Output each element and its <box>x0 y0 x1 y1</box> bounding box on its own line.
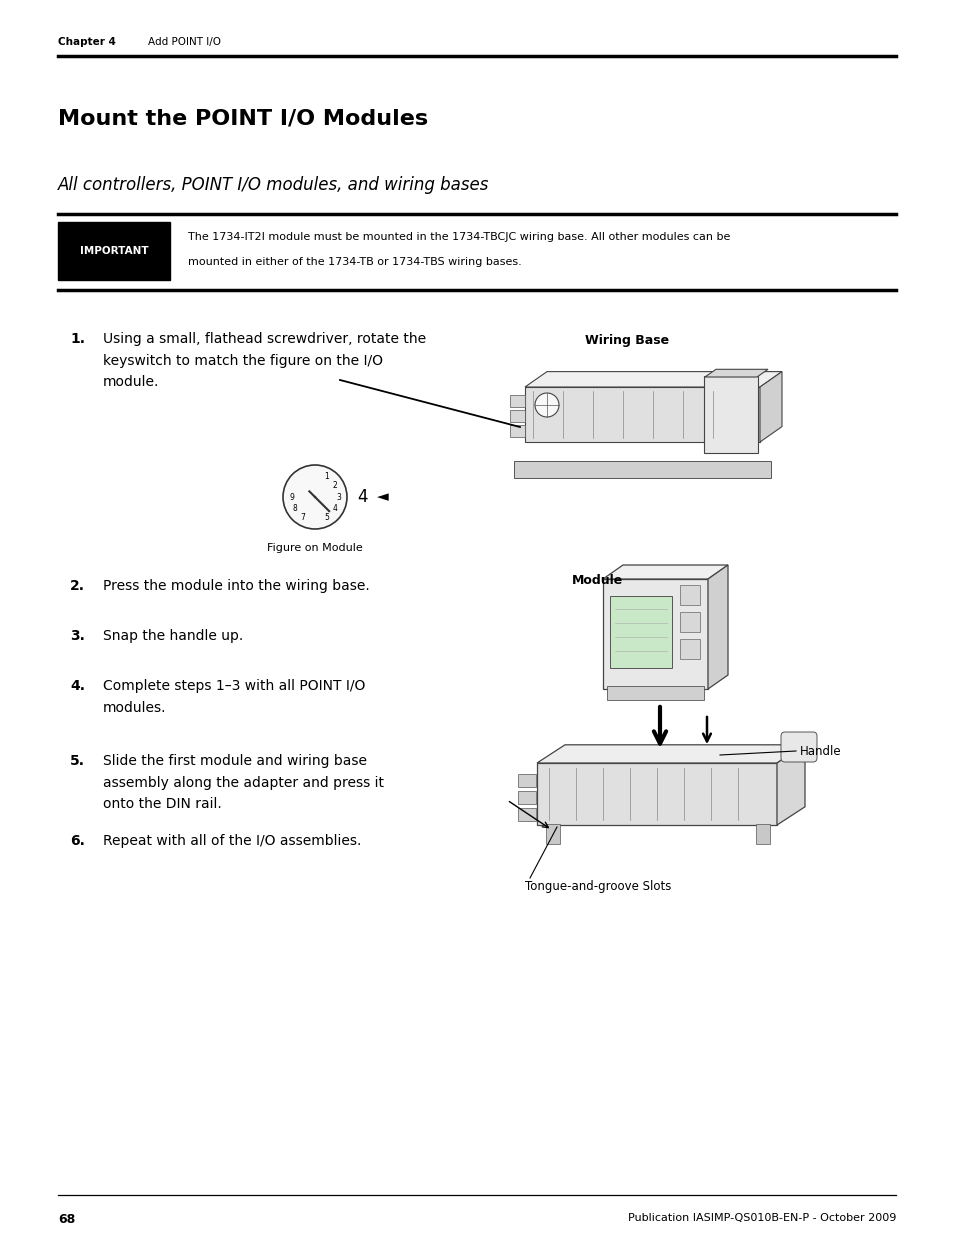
Text: Publication IASIMP-QS010B-EN-P - October 2009: Publication IASIMP-QS010B-EN-P - October… <box>627 1213 895 1223</box>
Polygon shape <box>707 564 727 689</box>
FancyBboxPatch shape <box>545 824 559 844</box>
FancyBboxPatch shape <box>781 732 816 762</box>
Text: Chapter 4: Chapter 4 <box>58 37 115 47</box>
Polygon shape <box>704 369 767 377</box>
FancyBboxPatch shape <box>517 774 536 787</box>
Text: 1: 1 <box>324 472 329 482</box>
Text: IMPORTANT: IMPORTANT <box>80 246 148 256</box>
Text: Complete steps 1–3 with all POINT I/O
modules.: Complete steps 1–3 with all POINT I/O mo… <box>103 679 365 715</box>
Text: All controllers, POINT I/O modules, and wiring bases: All controllers, POINT I/O modules, and … <box>58 177 489 194</box>
FancyBboxPatch shape <box>755 824 769 844</box>
Text: Press the module into the wiring base.: Press the module into the wiring base. <box>103 579 370 593</box>
FancyBboxPatch shape <box>679 638 700 659</box>
Text: mounted in either of the 1734-TB or 1734-TBS wiring bases.: mounted in either of the 1734-TB or 1734… <box>188 257 521 267</box>
Text: 2: 2 <box>333 480 337 490</box>
Text: 5.: 5. <box>70 755 85 768</box>
Text: Wiring Base: Wiring Base <box>584 333 668 347</box>
FancyBboxPatch shape <box>606 685 703 700</box>
Polygon shape <box>537 763 776 825</box>
Text: 7: 7 <box>300 513 305 522</box>
Polygon shape <box>524 372 781 387</box>
Text: Slide the first module and wiring base
assembly along the adapter and press it
o: Slide the first module and wiring base a… <box>103 755 384 811</box>
FancyBboxPatch shape <box>679 585 700 605</box>
Text: 5: 5 <box>324 513 329 522</box>
FancyBboxPatch shape <box>58 222 170 280</box>
Text: 6.: 6. <box>70 834 85 848</box>
FancyBboxPatch shape <box>514 461 770 478</box>
Polygon shape <box>537 745 804 763</box>
Text: 4: 4 <box>333 504 337 514</box>
FancyBboxPatch shape <box>703 375 758 453</box>
Text: 8: 8 <box>292 504 296 514</box>
Circle shape <box>283 466 347 529</box>
Text: The 1734-IT2I module must be mounted in the 1734-TBCJC wiring base. All other mo: The 1734-IT2I module must be mounted in … <box>188 232 730 242</box>
Text: 4.: 4. <box>70 679 85 693</box>
Text: ◄: ◄ <box>376 489 388 505</box>
Text: 4: 4 <box>356 488 367 506</box>
FancyBboxPatch shape <box>517 808 536 821</box>
Text: 2.: 2. <box>70 579 85 593</box>
Text: Module: Module <box>572 574 622 587</box>
FancyBboxPatch shape <box>510 395 524 408</box>
FancyBboxPatch shape <box>510 425 524 437</box>
Polygon shape <box>760 372 781 442</box>
Text: 1.: 1. <box>70 332 85 346</box>
Text: Add POINT I/O: Add POINT I/O <box>148 37 221 47</box>
Text: Handle: Handle <box>800 745 841 757</box>
Polygon shape <box>524 387 760 442</box>
Text: Mount the POINT I/O Modules: Mount the POINT I/O Modules <box>58 107 428 128</box>
FancyBboxPatch shape <box>510 410 524 422</box>
FancyBboxPatch shape <box>517 790 536 804</box>
FancyBboxPatch shape <box>609 597 671 668</box>
Circle shape <box>535 393 558 417</box>
Text: Using a small, flathead screwdriver, rotate the
keyswitch to match the figure on: Using a small, flathead screwdriver, rot… <box>103 332 426 389</box>
Polygon shape <box>776 745 804 825</box>
Polygon shape <box>602 564 727 579</box>
Text: Figure on Module: Figure on Module <box>267 543 362 553</box>
Text: 3: 3 <box>335 493 340 501</box>
Text: 3.: 3. <box>70 629 85 643</box>
Polygon shape <box>602 579 707 689</box>
Text: 9: 9 <box>289 493 294 501</box>
Text: Tongue-and-groove Slots: Tongue-and-groove Slots <box>524 881 671 893</box>
Text: Snap the handle up.: Snap the handle up. <box>103 629 243 643</box>
FancyBboxPatch shape <box>679 613 700 632</box>
Text: Repeat with all of the I/O assemblies.: Repeat with all of the I/O assemblies. <box>103 834 361 848</box>
Text: 68: 68 <box>58 1213 75 1226</box>
